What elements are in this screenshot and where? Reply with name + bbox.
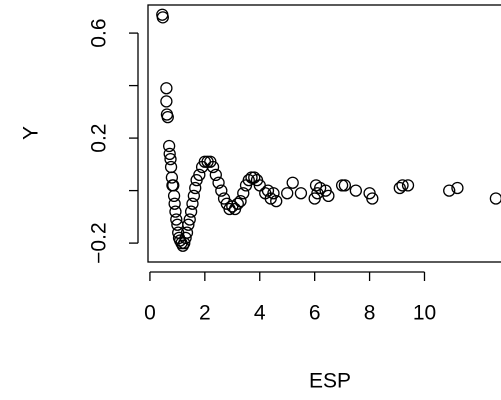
point [396,179,409,192]
point [156,11,169,24]
point [160,82,173,95]
point [231,197,244,210]
point [267,187,280,200]
point [209,168,222,181]
point [167,189,181,202]
point [168,197,181,210]
point [261,184,275,197]
point [338,179,352,192]
point [170,213,183,226]
y-axis-label: Y [20,126,43,140]
y-tick-label: −0.2 [88,222,111,263]
point [167,179,180,192]
point [184,205,198,218]
x-tick-label: 0 [144,302,156,325]
point [183,213,196,226]
point [182,218,195,231]
point [401,179,415,192]
point [187,189,201,202]
point [189,181,202,195]
point [180,226,194,239]
point [162,139,176,153]
point [212,176,225,189]
x-axis-label: ESP [309,370,351,393]
point [281,187,294,200]
point [335,179,349,192]
point [206,160,220,174]
point [160,95,173,108]
point [234,194,247,208]
point [393,181,406,195]
point [366,192,379,205]
point [322,189,335,202]
point [161,110,174,124]
x-tick-label: 2 [199,302,211,325]
point [489,192,501,205]
point [270,194,283,208]
x-tick-label: 8 [364,302,376,325]
point [179,231,192,244]
point [163,147,176,160]
plot-box [147,4,501,263]
y-tick-label: 0.2 [88,123,111,152]
point [169,205,182,218]
point [314,181,327,195]
point [294,187,308,200]
point [451,181,464,195]
x-tick-label: 6 [309,302,321,325]
point [164,152,177,166]
point [165,171,179,184]
point [237,187,250,200]
x-tick-label: 4 [254,302,266,325]
x-tick-label: 10 [413,302,436,325]
point [443,184,456,197]
point [286,176,299,189]
point [215,184,228,197]
point [186,197,199,210]
point [164,160,178,174]
point [242,173,255,187]
y-tick-label: 0.6 [88,18,111,47]
point [193,168,206,181]
point [349,184,363,197]
